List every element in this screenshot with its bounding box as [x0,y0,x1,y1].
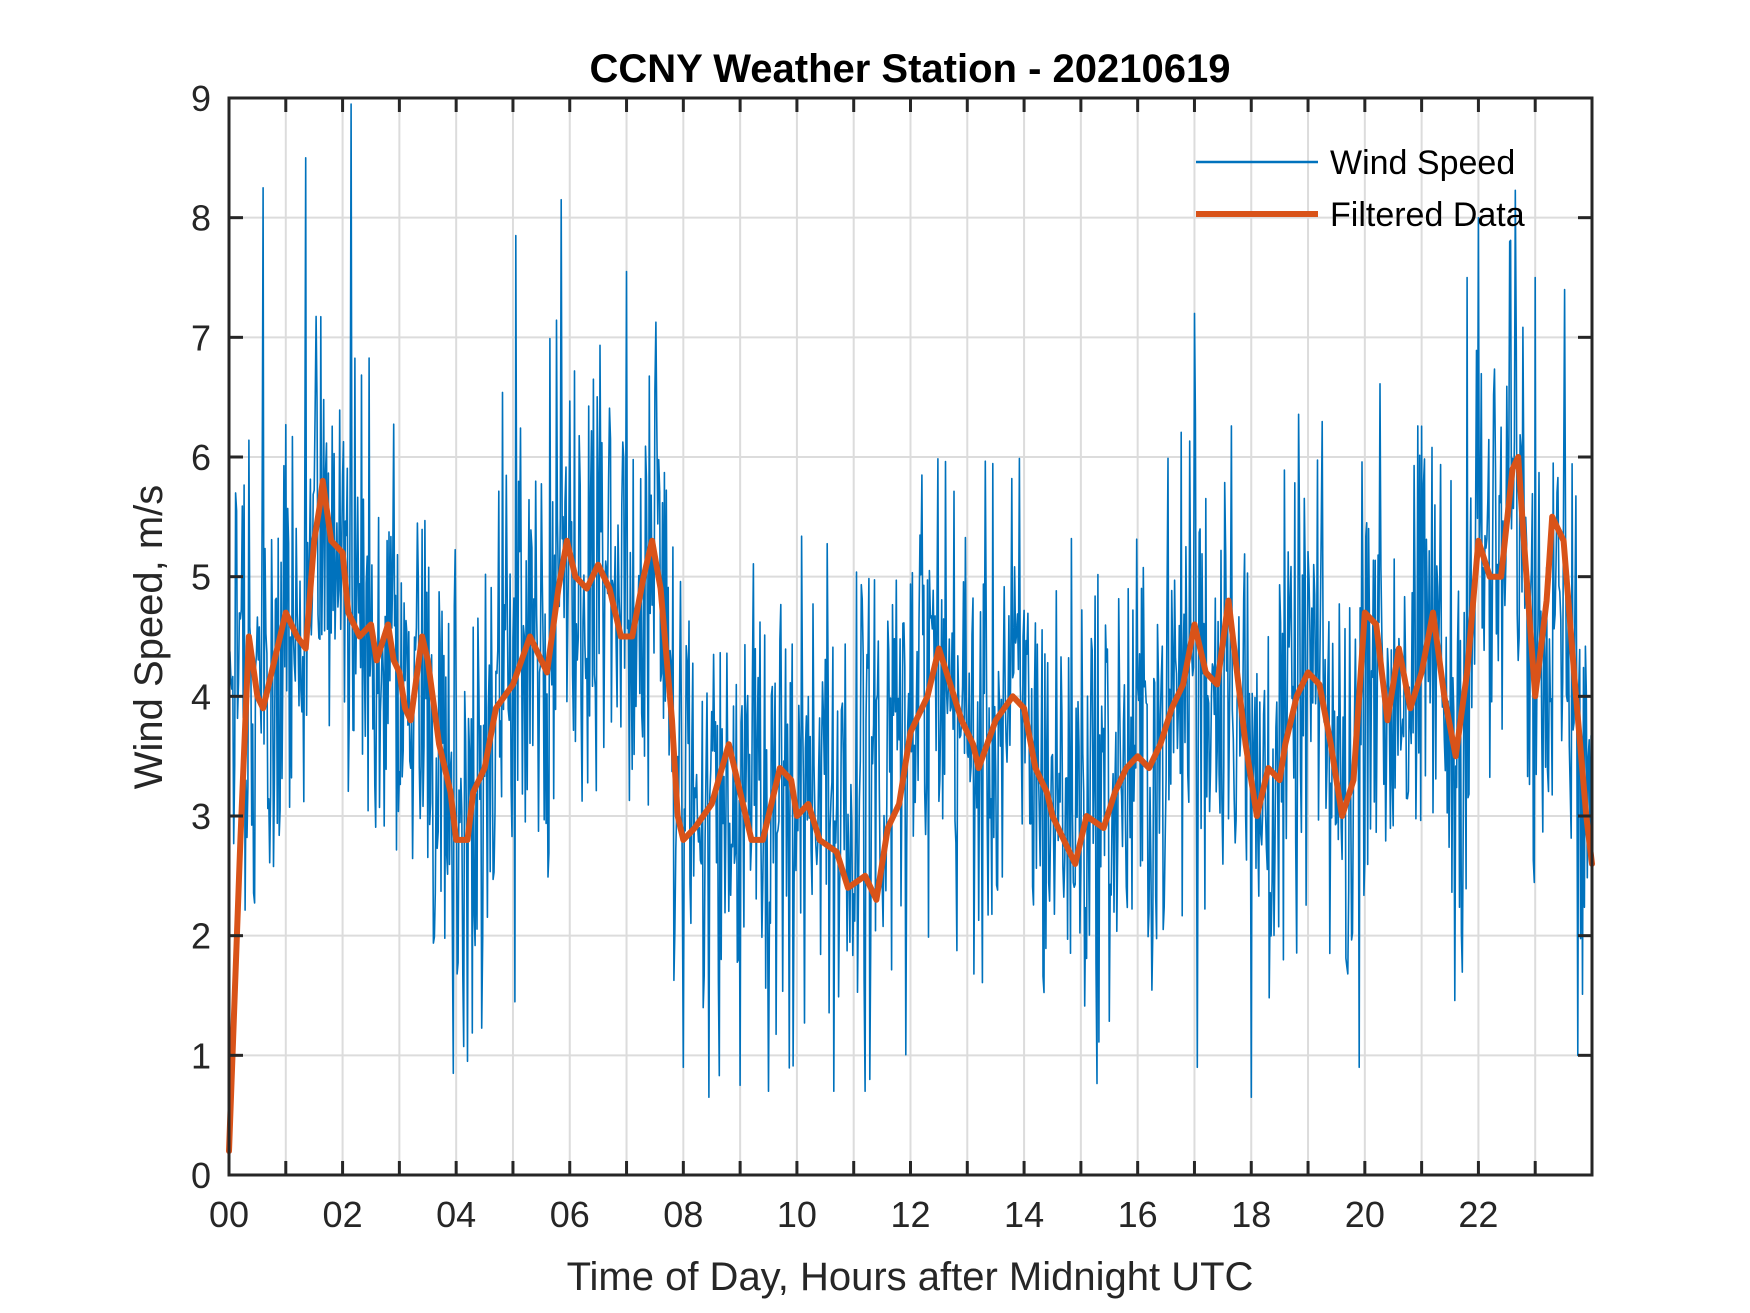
filtered-data-series [226,454,1595,1155]
x-tick-label: 00 [209,1194,249,1235]
legend-label-filtered-data: Filtered Data [1330,196,1525,234]
y-tick-label: 9 [191,78,211,119]
legend-label-wind-speed: Wind Speed [1330,144,1515,182]
x-tick-label: 20 [1345,1194,1385,1235]
x-tick-label: 18 [1231,1194,1271,1235]
y-tick-label: 1 [191,1035,211,1076]
y-tick-label: 6 [191,437,211,478]
y-tick-label: 3 [191,796,211,837]
legend: Wind Speed Filtered Data [1196,144,1525,234]
y-tick-label: 0 [191,1155,211,1196]
x-tick-label: 10 [777,1194,817,1235]
x-tick-label: 02 [323,1194,363,1235]
y-tick-label: 5 [191,557,211,598]
x-axis-label: Time of Day, Hours after Midnight UTC [567,1255,1254,1299]
y-tick-label: 7 [191,317,211,358]
y-tick-label: 8 [191,198,211,239]
x-tick-label: 16 [1118,1194,1158,1235]
chart-title: CCNY Weather Station - 20210619 [590,47,1231,91]
x-tick-label: 14 [1004,1194,1044,1235]
x-tick-label: 08 [663,1194,703,1235]
x-tick-label: 06 [550,1194,590,1235]
axes [227,96,1594,1177]
y-tick-label: 4 [191,676,211,717]
y-tick-label: 2 [191,916,211,957]
x-tick-label: 12 [890,1194,930,1235]
wind-speed-series [228,103,1593,1098]
x-tick-label: 22 [1458,1194,1498,1235]
y-axis-label: Wind Speed, m/s [127,485,171,790]
x-tick-label: 04 [436,1194,476,1235]
wind-speed-line [228,103,1593,1098]
